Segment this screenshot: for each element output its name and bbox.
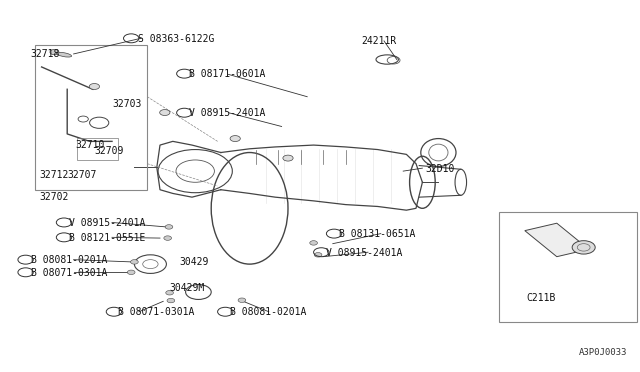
Text: B 08081-0201A: B 08081-0201A <box>31 256 107 265</box>
Bar <box>35 45 147 190</box>
Circle shape <box>572 241 595 254</box>
Text: V 08915-2401A: V 08915-2401A <box>326 248 403 258</box>
Text: 30429: 30429 <box>179 257 209 267</box>
Circle shape <box>310 241 317 245</box>
Circle shape <box>89 84 100 90</box>
Text: 32718: 32718 <box>31 49 60 59</box>
Circle shape <box>127 270 135 275</box>
Text: V 08915-2401A: V 08915-2401A <box>189 109 265 118</box>
Circle shape <box>131 260 138 264</box>
Text: A3P0J0033: A3P0J0033 <box>579 348 627 357</box>
Text: 32D10: 32D10 <box>426 164 455 174</box>
Text: 32712: 32712 <box>40 170 69 180</box>
Text: B 08171-0601A: B 08171-0601A <box>189 70 265 79</box>
Text: 30429M: 30429M <box>170 283 205 293</box>
Text: B 08071-0301A: B 08071-0301A <box>118 308 195 317</box>
Circle shape <box>314 253 322 257</box>
Bar <box>499 212 637 322</box>
Text: V 08915-2401A: V 08915-2401A <box>69 218 145 228</box>
Text: 32709: 32709 <box>95 146 124 155</box>
Circle shape <box>165 225 173 229</box>
Circle shape <box>50 49 59 55</box>
Text: 32703: 32703 <box>112 99 141 109</box>
Circle shape <box>167 298 175 303</box>
Text: B 08081-0201A: B 08081-0201A <box>230 308 307 317</box>
Text: 32707: 32707 <box>67 170 97 180</box>
Text: 24211R: 24211R <box>362 36 397 46</box>
Bar <box>77 138 118 160</box>
Text: B 08071-0301A: B 08071-0301A <box>31 269 107 278</box>
Circle shape <box>238 298 246 302</box>
Circle shape <box>166 291 173 295</box>
Text: 32710: 32710 <box>76 140 105 150</box>
Polygon shape <box>525 223 589 257</box>
Circle shape <box>230 136 241 142</box>
Text: B 08121-0551E: B 08121-0551E <box>69 233 145 243</box>
Text: C211B: C211B <box>526 293 556 302</box>
Circle shape <box>160 110 170 116</box>
Ellipse shape <box>56 52 72 57</box>
Text: S 08363-6122G: S 08363-6122G <box>138 34 214 44</box>
Text: 32702: 32702 <box>40 192 69 202</box>
Text: B 08131-0651A: B 08131-0651A <box>339 230 415 239</box>
Circle shape <box>283 155 293 161</box>
Circle shape <box>164 236 172 240</box>
